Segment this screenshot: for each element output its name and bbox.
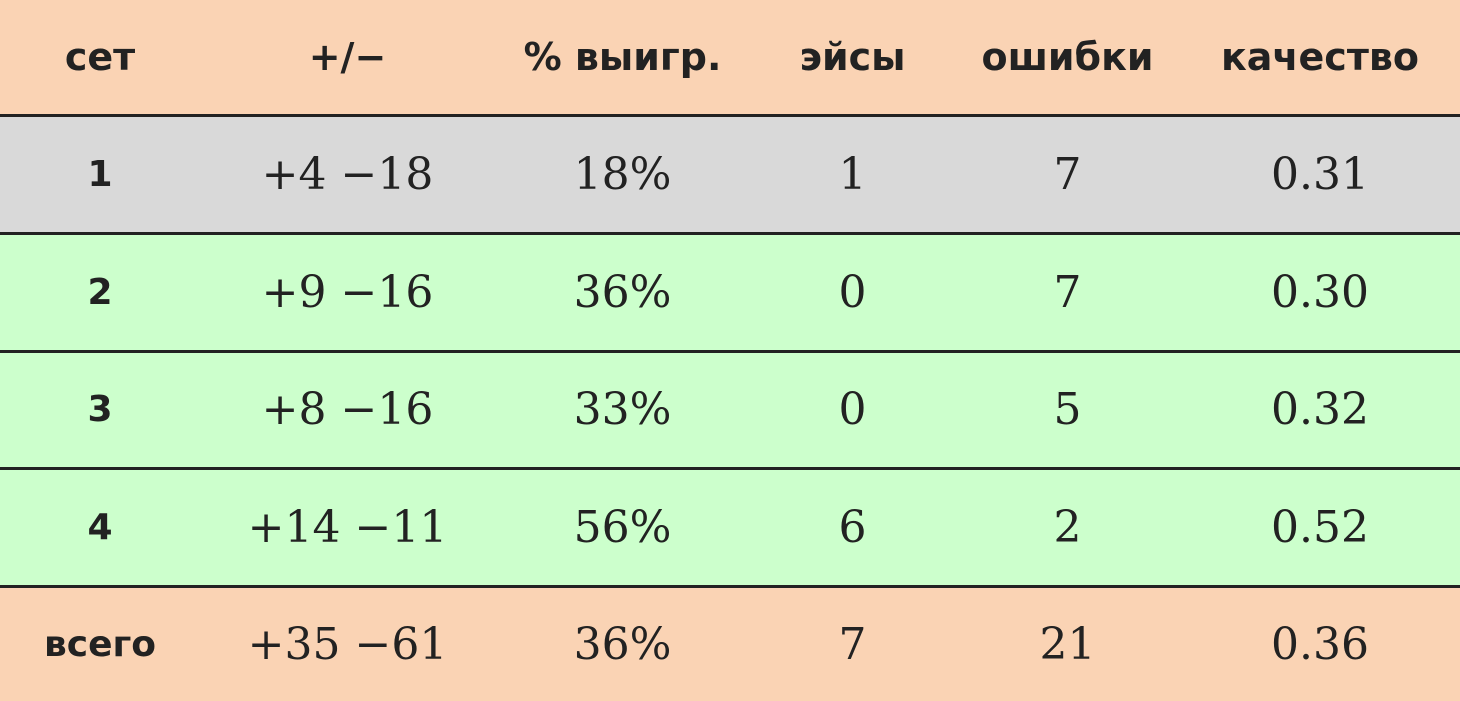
table-row: 2 +9 −16 36% 0 7 0.30: [0, 233, 1460, 351]
header-win-percent: % выигр.: [523, 35, 722, 79]
table-row: 1 +4 −18 18% 1 7 0.31: [0, 115, 1460, 234]
header-errors: ошибки: [981, 35, 1154, 79]
cell-win-percent: 36%: [573, 619, 672, 670]
cell-aces: 0: [838, 384, 867, 436]
cell-aces: 0: [838, 266, 867, 318]
cell-errors: 5: [1053, 384, 1082, 436]
header-plus-minus: +/−: [308, 35, 387, 79]
cell-aces: 7: [838, 619, 867, 670]
cell-quality: 0.36: [1271, 619, 1369, 670]
cell-win-percent: 36%: [573, 266, 672, 318]
cell-set: 4: [87, 507, 113, 549]
header-row: сет +/− % выигр. эйсы ошибки качество: [0, 0, 1460, 116]
cell-plus-minus: +8 −16: [261, 384, 434, 436]
cell-quality: 0.31: [1271, 148, 1369, 200]
cell-errors: 2: [1053, 502, 1082, 554]
cell-set: 3: [87, 389, 113, 431]
cell-plus-minus: +35 −61: [247, 619, 448, 670]
header-set: сет: [64, 35, 136, 79]
cell-errors: 21: [1039, 619, 1096, 670]
header-aces: эйсы: [799, 35, 906, 79]
cell-plus-minus: +9 −16: [261, 266, 434, 318]
cell-win-percent: 18%: [573, 148, 672, 200]
cell-set: 1: [87, 153, 113, 195]
cell-aces: 6: [838, 502, 867, 554]
cell-quality: 0.52: [1271, 502, 1369, 554]
cell-plus-minus: +14 −11: [247, 502, 448, 554]
header-quality: качество: [1221, 35, 1419, 79]
cell-aces: 1: [838, 148, 867, 200]
table-row: 3 +8 −16 33% 0 5 0.32: [0, 351, 1460, 469]
cell-plus-minus: +4 −18: [261, 148, 434, 200]
cell-total-label: всего: [43, 624, 157, 665]
cell-set: 2: [87, 271, 113, 313]
table-row: 4 +14 −11 56% 6 2 0.52: [0, 468, 1460, 587]
cell-quality: 0.32: [1271, 384, 1369, 436]
cell-quality: 0.30: [1271, 266, 1369, 318]
total-row: всего +35 −61 36% 7 21 0.36: [0, 586, 1460, 701]
cell-win-percent: 33%: [573, 384, 672, 436]
cell-errors: 7: [1053, 148, 1082, 200]
cell-win-percent: 56%: [573, 502, 672, 554]
cell-errors: 7: [1053, 266, 1082, 318]
